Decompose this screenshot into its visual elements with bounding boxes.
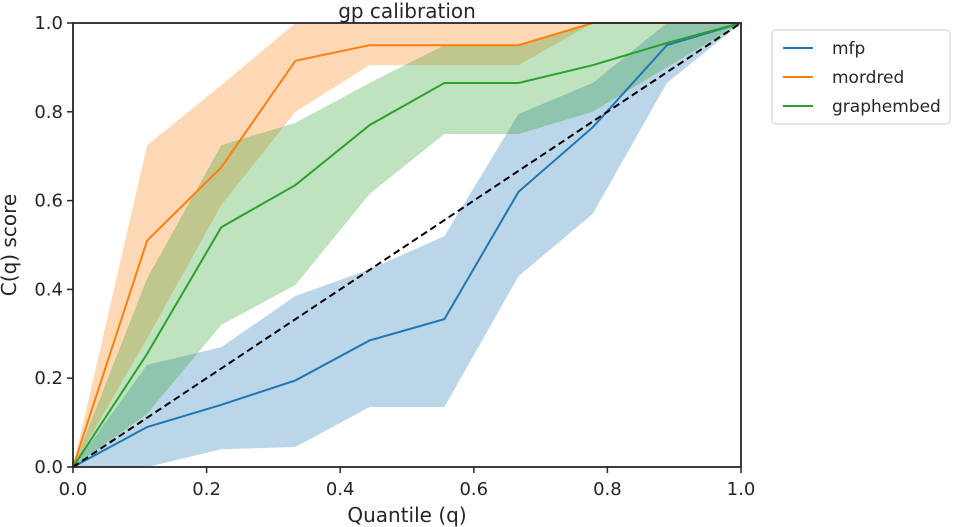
x-tick-label: 1.0 — [727, 479, 756, 500]
legend: mfp mordred graphembed — [771, 29, 951, 125]
x-tick-label: 0.2 — [192, 479, 221, 500]
line-mfp — [72, 22, 742, 468]
y-tick-label: 0.6 — [34, 191, 63, 212]
x-axis-label: Quantile (q) — [347, 503, 466, 527]
y-tick-label: 0.0 — [34, 457, 63, 478]
band-graphembed — [73, 23, 741, 467]
x-axis-ticks: 0.0 0.2 0.4 0.6 0.8 1.0 — [59, 467, 756, 500]
y-axis-label: C(q) score — [0, 194, 21, 296]
y-axis-ticks: 0.0 0.2 0.4 0.6 0.8 1.0 — [34, 13, 73, 478]
y-tick-label: 0.4 — [34, 279, 63, 300]
x-tick-label: 0.6 — [459, 479, 488, 500]
y-tick-label: 0.2 — [34, 368, 63, 389]
chart-title: gp calibration — [338, 0, 476, 23]
band-mordred — [73, 23, 741, 467]
legend-frame — [771, 29, 951, 125]
x-tick-label: 0.0 — [59, 479, 88, 500]
legend-label-mordred: mordred — [832, 68, 904, 88]
y-tick-label: 0.8 — [34, 102, 63, 123]
x-tick-label: 0.8 — [593, 479, 622, 500]
legend-label-mfp: mfp — [832, 39, 865, 59]
line-graphembed — [72, 22, 742, 468]
x-tick-label: 0.4 — [326, 479, 355, 500]
y-tick-label: 1.0 — [34, 13, 63, 34]
ideal-calibration-line — [72, 22, 742, 468]
legend-label-graphembed: graphembed — [832, 97, 941, 117]
plot-frame — [72, 22, 742, 468]
